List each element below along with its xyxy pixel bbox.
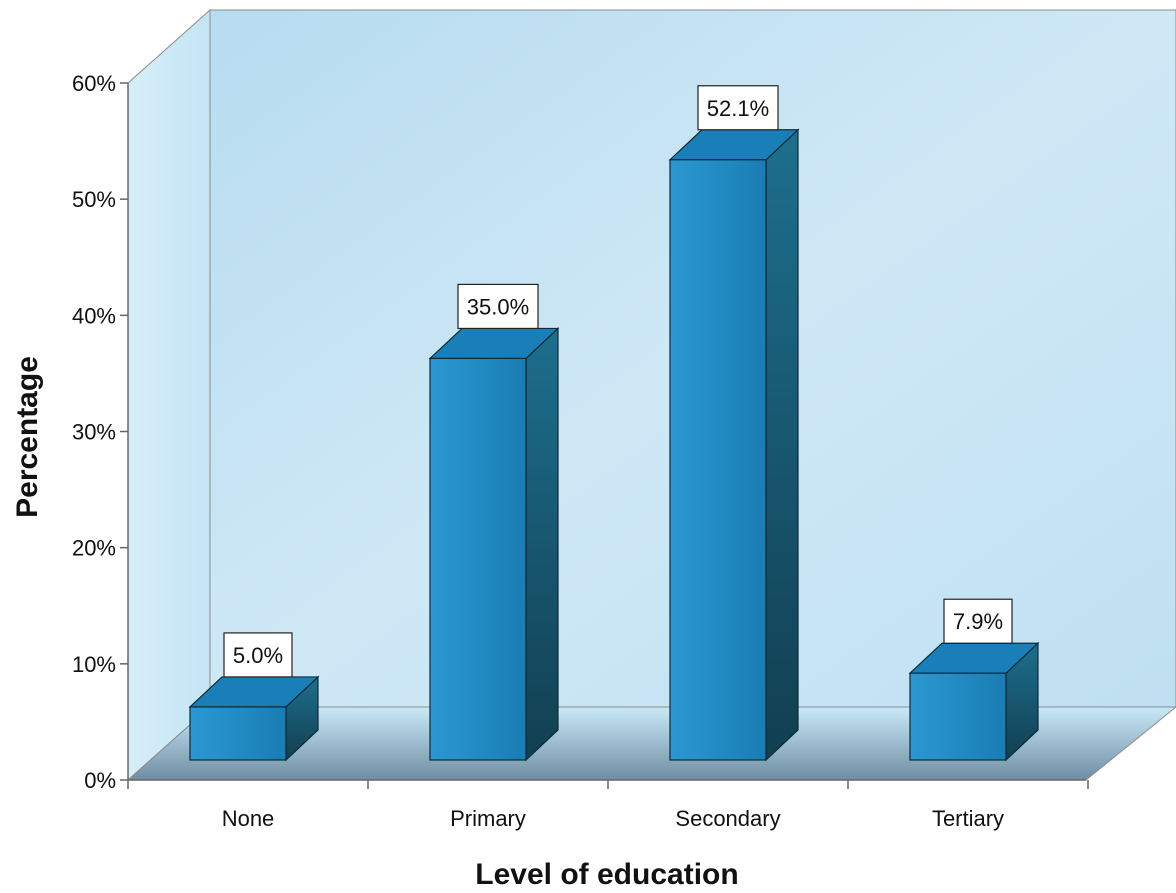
bar-front <box>909 672 1007 761</box>
y-axis-title: Percentage <box>11 356 44 518</box>
data-label-box <box>457 283 539 330</box>
x-tick-label: Tertiary <box>932 806 1004 831</box>
bar <box>668 128 800 762</box>
bar-front <box>669 159 767 761</box>
data-label: 5.0% <box>223 632 293 678</box>
y-tick-label: 50% <box>72 187 116 212</box>
data-label: 35.0% <box>457 283 539 330</box>
x-tick-label: Secondary <box>675 806 780 831</box>
y-tick-label: 0% <box>84 768 116 793</box>
bar <box>908 641 1040 762</box>
data-label-box <box>943 598 1013 644</box>
y-tick-label: 60% <box>72 71 116 96</box>
data-label-box <box>223 632 293 678</box>
x-axis-ticks: None Primary Secondary Tertiary <box>127 780 1089 831</box>
data-label: 7.9% <box>943 598 1013 644</box>
y-tick-label: 20% <box>72 536 116 561</box>
bar <box>428 327 560 762</box>
chart-left-wall <box>127 8 211 782</box>
bars <box>188 128 1040 762</box>
x-tick-label: None <box>222 806 275 831</box>
data-label-text: 5.0% <box>233 643 283 668</box>
data-label-box <box>697 85 779 131</box>
data-labels: 5.0% 35.0% 52.1% 7.9% <box>223 85 1013 678</box>
y-tick-label: 30% <box>72 420 116 445</box>
data-label-text: 52.1% <box>707 96 769 121</box>
data-label-text: 7.9% <box>953 609 1003 634</box>
bar-side <box>765 128 799 762</box>
x-tick-label: Primary <box>450 806 526 831</box>
bar-side <box>525 327 559 762</box>
bar <box>188 675 320 762</box>
bar-front <box>189 706 287 761</box>
data-label: 52.1% <box>697 85 779 131</box>
x-axis-title: Level of education <box>475 858 738 891</box>
data-label-text: 35.0% <box>467 294 529 319</box>
y-axis-ticks: 0% 10% 20% 30% 40% 50% 60% <box>72 71 128 793</box>
y-tick-label: 10% <box>72 652 116 677</box>
y-tick-label: 40% <box>72 303 116 328</box>
bar-front <box>429 357 527 761</box>
